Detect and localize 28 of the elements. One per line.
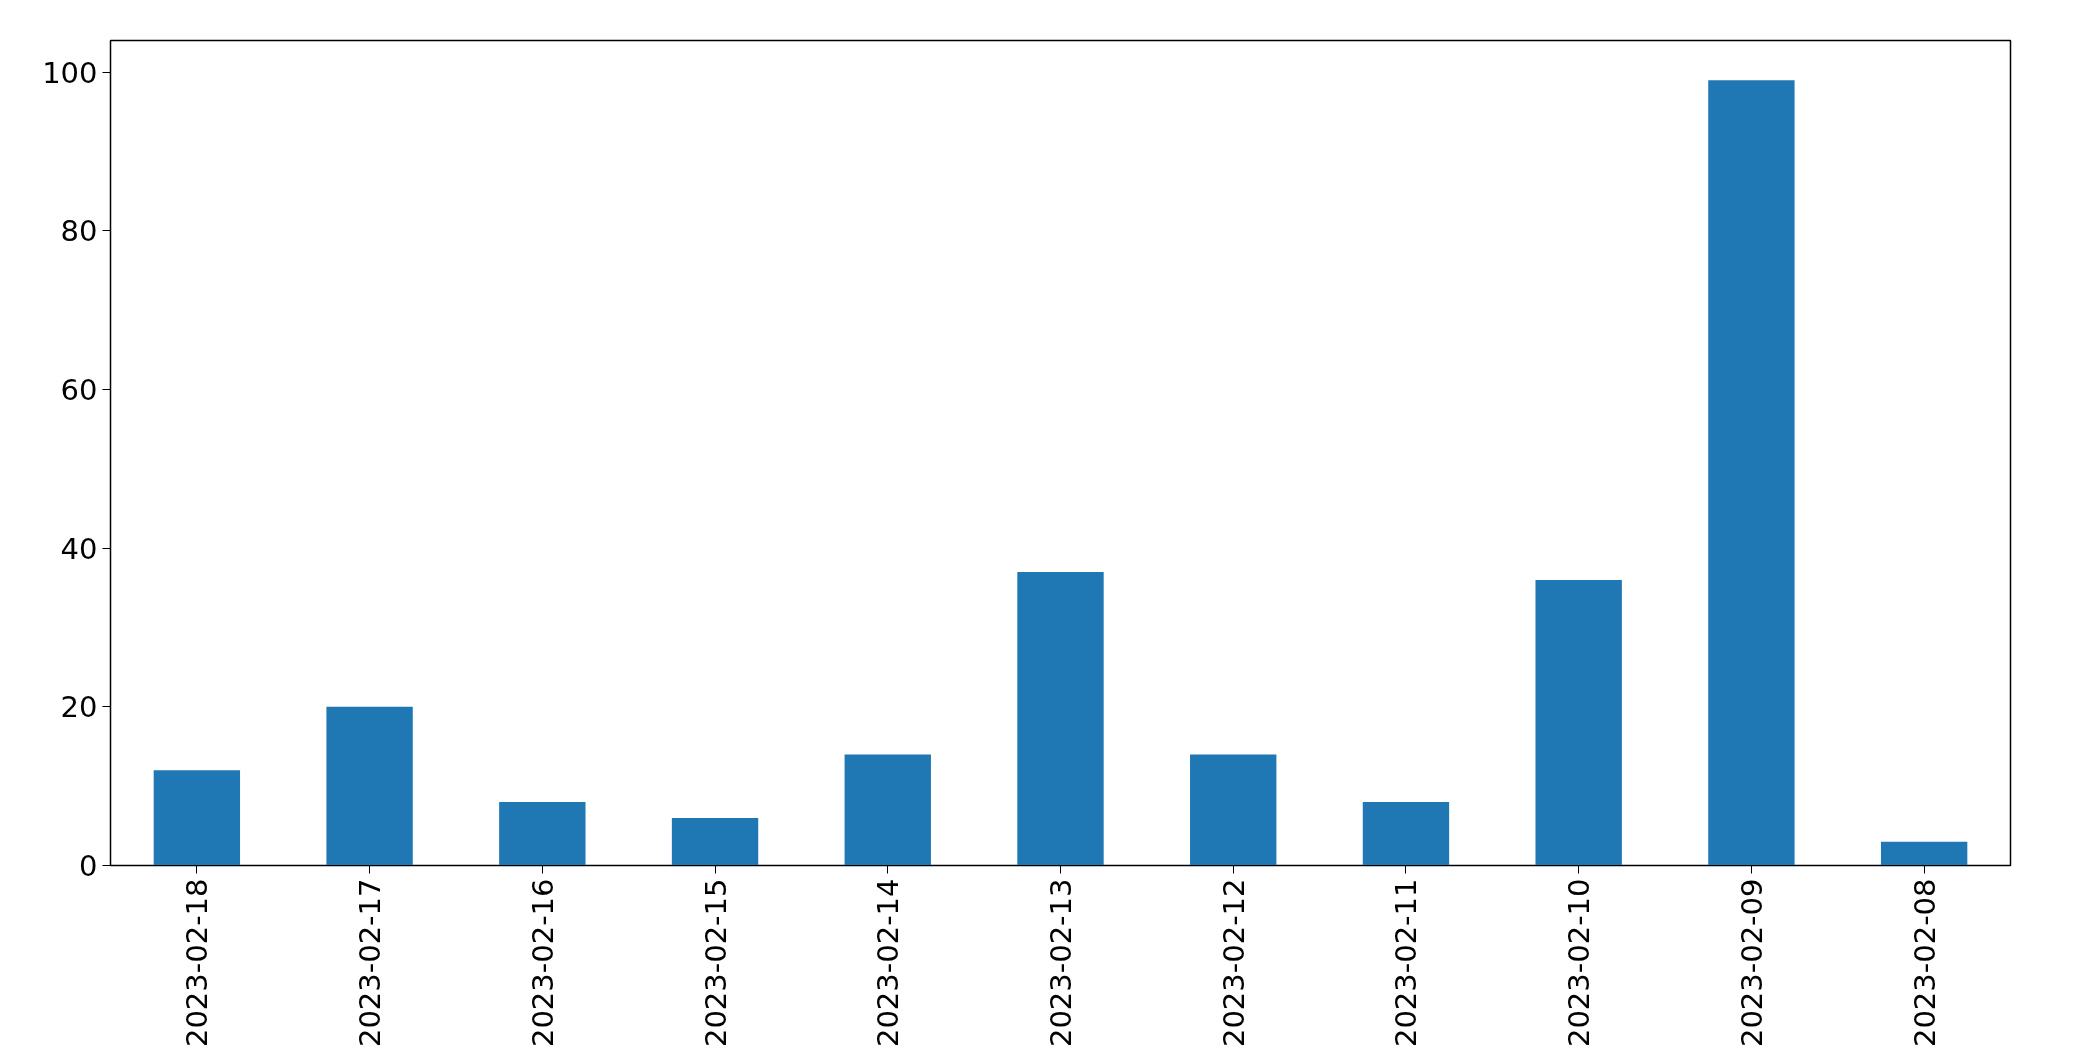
x-tick-label: 2023-02-15 <box>698 878 733 1048</box>
x-tick-label: 2023-02-18 <box>180 878 215 1048</box>
x-tick-label: 2023-02-09 <box>1734 878 1769 1048</box>
bar <box>1190 754 1277 866</box>
bar <box>1017 571 1104 866</box>
x-tick-label: 2023-02-11 <box>1389 878 1424 1048</box>
bar <box>153 770 241 866</box>
y-tick-label: 100 <box>42 55 98 90</box>
x-tick-label: 2023-02-17 <box>353 878 388 1048</box>
bar <box>1708 80 1795 866</box>
y-tick-label: 60 <box>60 373 98 408</box>
bar <box>326 706 413 866</box>
y-tick-label: 0 <box>79 849 98 883</box>
bar <box>1362 802 1450 866</box>
bar <box>1880 841 1968 866</box>
bar <box>844 754 931 866</box>
x-tick-label: 2023-02-14 <box>871 878 906 1048</box>
x-tick-label: 2023-02-12 <box>1216 878 1251 1048</box>
x-tick-label: 2023-02-10 <box>1562 878 1597 1048</box>
bar <box>499 802 586 866</box>
y-tick-label: 20 <box>60 690 98 725</box>
y-tick-label: 80 <box>60 214 98 249</box>
y-tick-label: 40 <box>60 531 98 566</box>
x-tick-label: 2023-02-13 <box>1044 878 1078 1048</box>
bar <box>1535 579 1622 866</box>
bar <box>671 817 759 866</box>
x-tick-label: 2023-02-08 <box>1907 878 1942 1048</box>
x-tick-label: 2023-02-16 <box>525 878 560 1048</box>
